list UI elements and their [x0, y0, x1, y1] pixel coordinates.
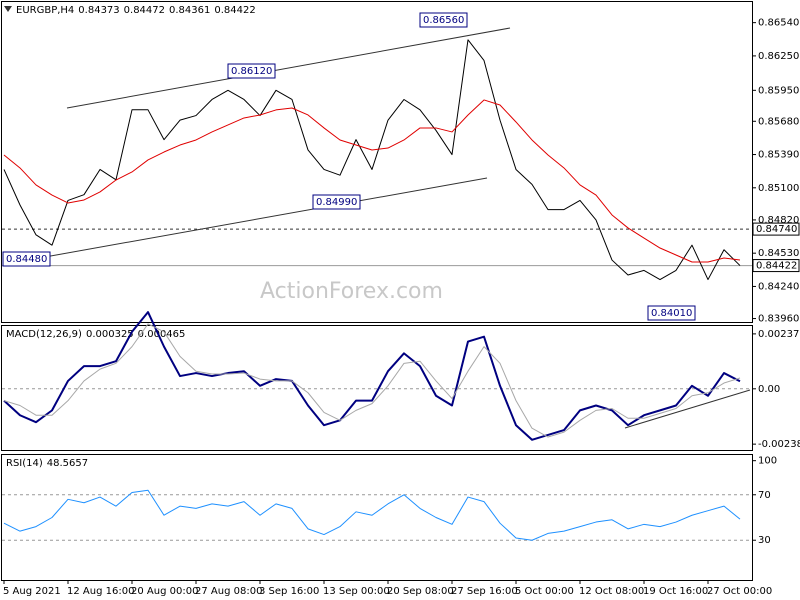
y-tick-label: 0.84530: [758, 248, 799, 259]
y-tick-label: 0.84820: [758, 215, 799, 226]
watermark: ActionForex.com: [260, 279, 443, 304]
annotation-box: [419, 12, 468, 28]
macd-title: MACD(12,26,9) 0.000325 0.000465: [6, 329, 185, 340]
rsi-value: 48.5657: [47, 458, 88, 469]
rsi-name: RSI(14): [6, 458, 43, 469]
series-line: [3, 311, 741, 441]
high: 0.84472: [124, 5, 165, 16]
header: EURGBP,H4 0.84373 0.84472 0.84361 0.84422: [16, 5, 256, 16]
x-tick-label: 12 Aug 16:00: [67, 586, 134, 597]
x-tick-label: 5 Oct 00:00: [515, 586, 574, 597]
level-label: 0.84740: [756, 224, 797, 235]
x-tick-label: 20 Sep 08:00: [387, 586, 454, 597]
x-tick-label: 27 Aug 08:00: [195, 586, 262, 597]
annotation: 0.84010: [651, 308, 692, 319]
rsi-title: RSI(14) 48.5657: [6, 458, 88, 469]
series-line: [3, 323, 741, 438]
x-tick-label: 19 Oct 16:00: [643, 586, 708, 597]
signal-value: 0.000465: [138, 329, 186, 340]
y-tick-label: 0.85100: [758, 183, 799, 194]
series-line: [3, 39, 741, 281]
annotation-box: [227, 63, 276, 79]
trend-line: [44, 177, 488, 258]
rsi-pane: [1, 454, 753, 581]
y-tick-label: 0.85390: [758, 150, 799, 161]
y-tick-label: 100: [758, 456, 777, 467]
trend-line: [66, 27, 511, 109]
y-tick-label: 0.85680: [758, 116, 799, 127]
x-tick-label: 12 Oct 08:00: [579, 586, 644, 597]
y-tick-label: 0.83960: [758, 314, 799, 325]
level-label: 0.84422: [756, 261, 797, 272]
annotation-box: [647, 305, 696, 321]
y-tick-label: 0.85950: [758, 85, 799, 96]
x-tick-label: 20 Aug 00:00: [131, 586, 198, 597]
header-icon: [4, 6, 12, 12]
trend-line: [624, 389, 751, 429]
annotation: 0.84480: [6, 254, 47, 265]
annotation: 0.84990: [316, 197, 357, 208]
annotation: 0.86120: [231, 66, 272, 77]
x-tick-label: 5 Aug 2021: [3, 586, 61, 597]
x-tick-label: 13 Sep 00:00: [323, 586, 390, 597]
series-line: [3, 489, 741, 541]
y-tick-label: 0.84240: [758, 281, 799, 292]
y-tick-label: 30: [758, 535, 771, 546]
macd-pane: [1, 325, 753, 451]
annotation-box: [2, 251, 51, 267]
x-tick-label: 27 Oct 00:00: [707, 586, 772, 597]
annotation-box: [312, 194, 361, 210]
price-pane: [1, 1, 753, 323]
level-box: [752, 222, 800, 236]
y-tick-label: 0.86250: [758, 51, 799, 62]
series-line: [3, 99, 741, 263]
annotation: 0.86560: [423, 15, 464, 26]
close: 0.84422: [214, 5, 255, 16]
macd-value: 0.000325: [86, 329, 134, 340]
y-tick-label: 0.00: [758, 384, 780, 395]
symbol: EURGBP,H4: [16, 5, 74, 16]
x-tick-label: 27 Sep 16:00: [451, 586, 518, 597]
macd-name: MACD(12,26,9): [6, 329, 82, 340]
y-tick-label: 0.00237: [758, 329, 799, 340]
level-box: [752, 259, 800, 273]
x-tick-label: 3 Sep 16:00: [259, 586, 319, 597]
low: 0.84361: [169, 5, 210, 16]
y-tick-label: 0.86540: [758, 18, 799, 29]
y-tick-label: -0.002387: [758, 439, 800, 450]
open: 0.84373: [78, 5, 119, 16]
y-tick-label: 70: [758, 490, 771, 501]
